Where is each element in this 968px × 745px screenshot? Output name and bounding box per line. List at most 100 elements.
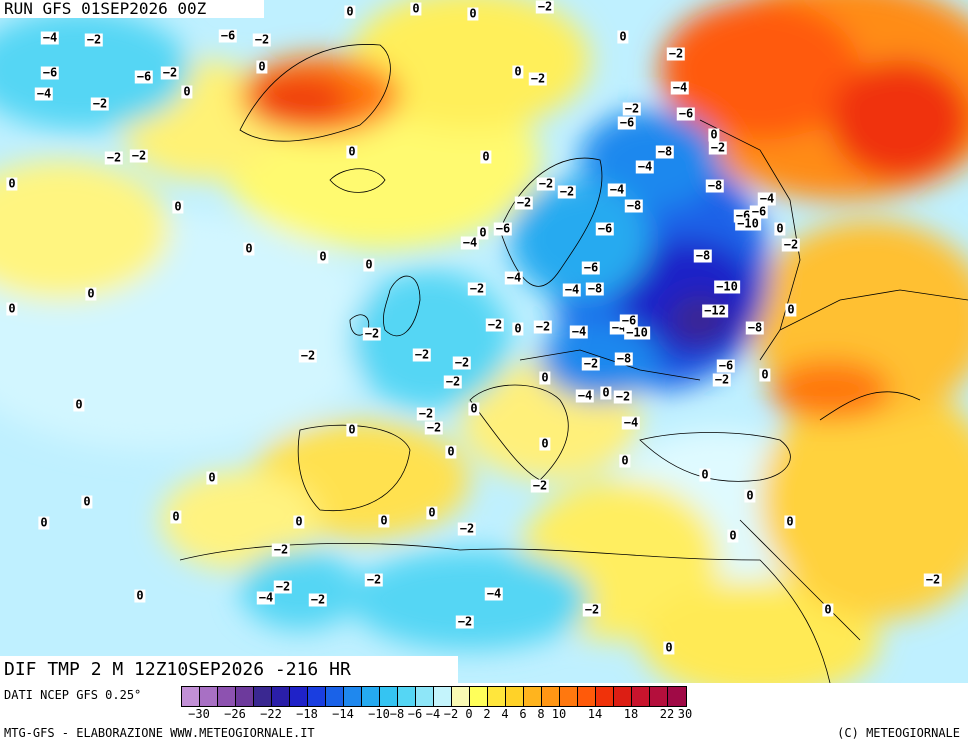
- legend-swatch: [236, 687, 254, 706]
- coastlines: [179, 44, 968, 683]
- legend-swatch: [452, 687, 470, 706]
- legend-swatch: [668, 687, 686, 706]
- map-value-label: 0: [477, 225, 489, 240]
- map-value-label: 0: [181, 84, 193, 99]
- legend-swatch: [362, 687, 380, 706]
- map-value-label: 0: [172, 199, 184, 214]
- legend-swatch: [560, 687, 578, 706]
- map-value-label: −6: [40, 65, 60, 80]
- map-value-label: −2: [666, 46, 686, 61]
- map-value-label: −4: [484, 586, 504, 601]
- legend-swatch: [290, 687, 308, 706]
- map-value-label: 0: [378, 513, 390, 528]
- map-value-label: −6: [676, 106, 696, 121]
- map-value-label: −4: [460, 235, 480, 250]
- map-value-label: 0: [600, 385, 612, 400]
- map-value-label: 0: [727, 528, 739, 543]
- map-value-label: 0: [445, 444, 457, 459]
- map-value-label: 0: [784, 514, 796, 529]
- map-value-label: 0: [73, 397, 85, 412]
- legend-tick-label: −26: [224, 707, 246, 721]
- legend-swatch: [596, 687, 614, 706]
- map-value-label: 0: [317, 249, 329, 264]
- legend-tick-label: −6: [407, 707, 423, 721]
- map-value-label: 0: [619, 453, 631, 468]
- map-value-label: 0: [480, 149, 492, 164]
- map-value-label: −2: [455, 614, 475, 629]
- map-value-label: −4: [562, 282, 582, 297]
- legend-swatch: [488, 687, 506, 706]
- map-value-label: 0: [85, 286, 97, 301]
- map-value-label: −6: [716, 358, 736, 373]
- map-value-label: 0: [81, 494, 93, 509]
- legend-tick-label: −22: [260, 707, 282, 721]
- map-value-label: −4: [621, 415, 641, 430]
- footer: DATI NCEP GFS 0.25° −30 −26 −22 −18 −14 −10 −8…: [0, 683, 968, 745]
- map-value-label: −4: [757, 191, 777, 206]
- map-value-label: −4: [575, 388, 595, 403]
- legend-tick-label: 14: [587, 707, 603, 721]
- legend-swatch: [434, 687, 452, 706]
- map-value-label: −10: [735, 216, 761, 231]
- map-value-label: −4: [607, 182, 627, 197]
- map-value-label: 0: [346, 422, 358, 437]
- legend-tick-label: 4: [501, 707, 509, 721]
- credit-left: MTG-GFS - ELABORAZIONE WWW.METEOGIORNALE…: [4, 726, 315, 740]
- map-value-label: 0: [539, 370, 551, 385]
- map-value-label: −2: [530, 478, 550, 493]
- map-value-label: −2: [467, 281, 487, 296]
- map-value-label: −2: [443, 374, 463, 389]
- map-value-label: −2: [581, 356, 601, 371]
- field-title: DIF TMP 2 M 12Z10SEP2026 -216 HR: [0, 656, 458, 683]
- legend-tick-label: −18: [296, 707, 318, 721]
- map-value-label: 0: [512, 64, 524, 79]
- map-value-label: −8: [745, 320, 765, 335]
- map-value-label: 0: [346, 144, 358, 159]
- map-value-label: −6: [493, 221, 513, 236]
- map-value-label: −6: [617, 115, 637, 130]
- legend-swatch: [398, 687, 416, 706]
- map-value-label: −10: [624, 325, 650, 340]
- map-value-label: 0: [293, 514, 305, 529]
- map-value-label: −2: [364, 572, 384, 587]
- map-value-label: −2: [535, 0, 555, 14]
- map-value-label: −4: [670, 80, 690, 95]
- legend-tick-label: −4: [425, 707, 441, 721]
- legend-tick-label: 30: [677, 707, 693, 721]
- map-value-label: 0: [539, 436, 551, 451]
- map-value-label: −2: [252, 32, 272, 47]
- map-value-label: −6: [134, 69, 154, 84]
- map-value-label: 0: [699, 467, 711, 482]
- anomaly-field: [0, 0, 968, 683]
- legend-swatch: [614, 687, 632, 706]
- map-value-label: −8: [585, 281, 605, 296]
- map-value-label: −2: [424, 420, 444, 435]
- legend-swatch: [380, 687, 398, 706]
- map-value-label: −2: [412, 347, 432, 362]
- map-value-label: 0: [256, 59, 268, 74]
- legend-tick-label: −30: [188, 707, 210, 721]
- map-value-label: −2: [533, 319, 553, 334]
- legend-tick-label: −2: [443, 707, 459, 721]
- map-value-label: 0: [512, 321, 524, 336]
- legend-swatch: [308, 687, 326, 706]
- legend-tick-label: −8: [389, 707, 405, 721]
- map-value-label: −8: [705, 178, 725, 193]
- map-value-label: 0: [468, 401, 480, 416]
- map-value-label: −2: [452, 355, 472, 370]
- map-value-label: 0: [243, 241, 255, 256]
- map-value-label: −12: [702, 303, 728, 318]
- map-value-label: 0: [344, 4, 356, 19]
- map-value-label: −2: [457, 521, 477, 536]
- legend-swatch: [506, 687, 524, 706]
- map-value-label: −2: [613, 389, 633, 404]
- map-value-label: 0: [744, 488, 756, 503]
- map-value-label: −2: [308, 592, 328, 607]
- map-value-label: −6: [619, 313, 639, 328]
- legend-swatch: [542, 687, 560, 706]
- legend-swatch: [326, 687, 344, 706]
- map-value-label: −2: [485, 317, 505, 332]
- map-value-label: −6: [218, 28, 238, 43]
- map-value-label: −2: [362, 326, 382, 341]
- map-value-label: 0: [467, 6, 479, 21]
